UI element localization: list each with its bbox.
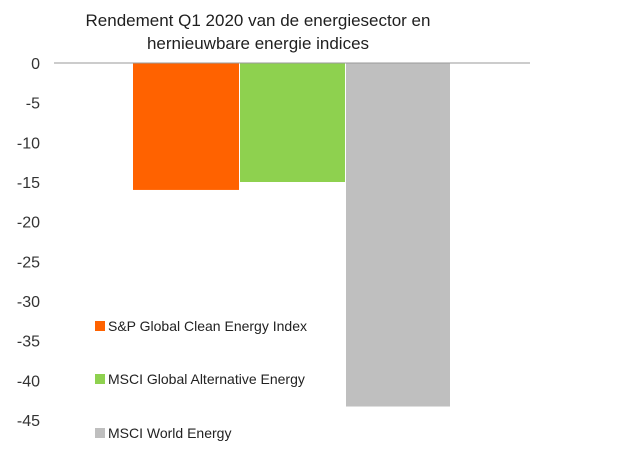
bars bbox=[133, 63, 450, 407]
legend-swatch-world-energy bbox=[95, 428, 105, 438]
legend-label-alternative-energy: MSCI Global Alternative Energy bbox=[108, 371, 305, 387]
y-tick-label: -40 bbox=[17, 373, 40, 390]
y-tick-label: -25 bbox=[17, 254, 40, 271]
bar-2 bbox=[346, 63, 450, 407]
y-tick-label: -20 bbox=[17, 215, 40, 232]
y-tick-label: -10 bbox=[17, 135, 40, 152]
legend-item-alternative-energy: MSCI Global Alternative Energy bbox=[95, 371, 305, 387]
y-tick-label: -35 bbox=[17, 334, 40, 351]
legend-label-clean-energy: S&P Global Clean Energy Index bbox=[108, 318, 307, 334]
legend-swatch-clean-energy bbox=[95, 321, 105, 331]
legend-swatch-alternative-energy bbox=[95, 374, 105, 384]
y-axis-ticks: 0 -5 -10 -15 -20 -25 -30 -35 -40 -45 bbox=[17, 56, 40, 430]
legend-item-clean-energy: S&P Global Clean Energy Index bbox=[95, 318, 307, 334]
chart-title-line-1: Rendement Q1 2020 van de energiesector e… bbox=[85, 11, 431, 30]
legend-label-world-energy: MSCI World Energy bbox=[108, 425, 232, 441]
y-tick-label: -15 bbox=[17, 175, 40, 192]
y-tick-label: 0 bbox=[31, 56, 40, 73]
bar-1 bbox=[240, 63, 345, 182]
legend-item-world-energy: MSCI World Energy bbox=[95, 425, 231, 441]
y-tick-label: -45 bbox=[17, 413, 40, 430]
y-tick-label: -30 bbox=[17, 294, 40, 311]
y-tick-label: -5 bbox=[26, 96, 40, 113]
chart-title-line-2: hernieuwbare energie indices bbox=[146, 34, 370, 53]
bar-0 bbox=[133, 63, 239, 190]
